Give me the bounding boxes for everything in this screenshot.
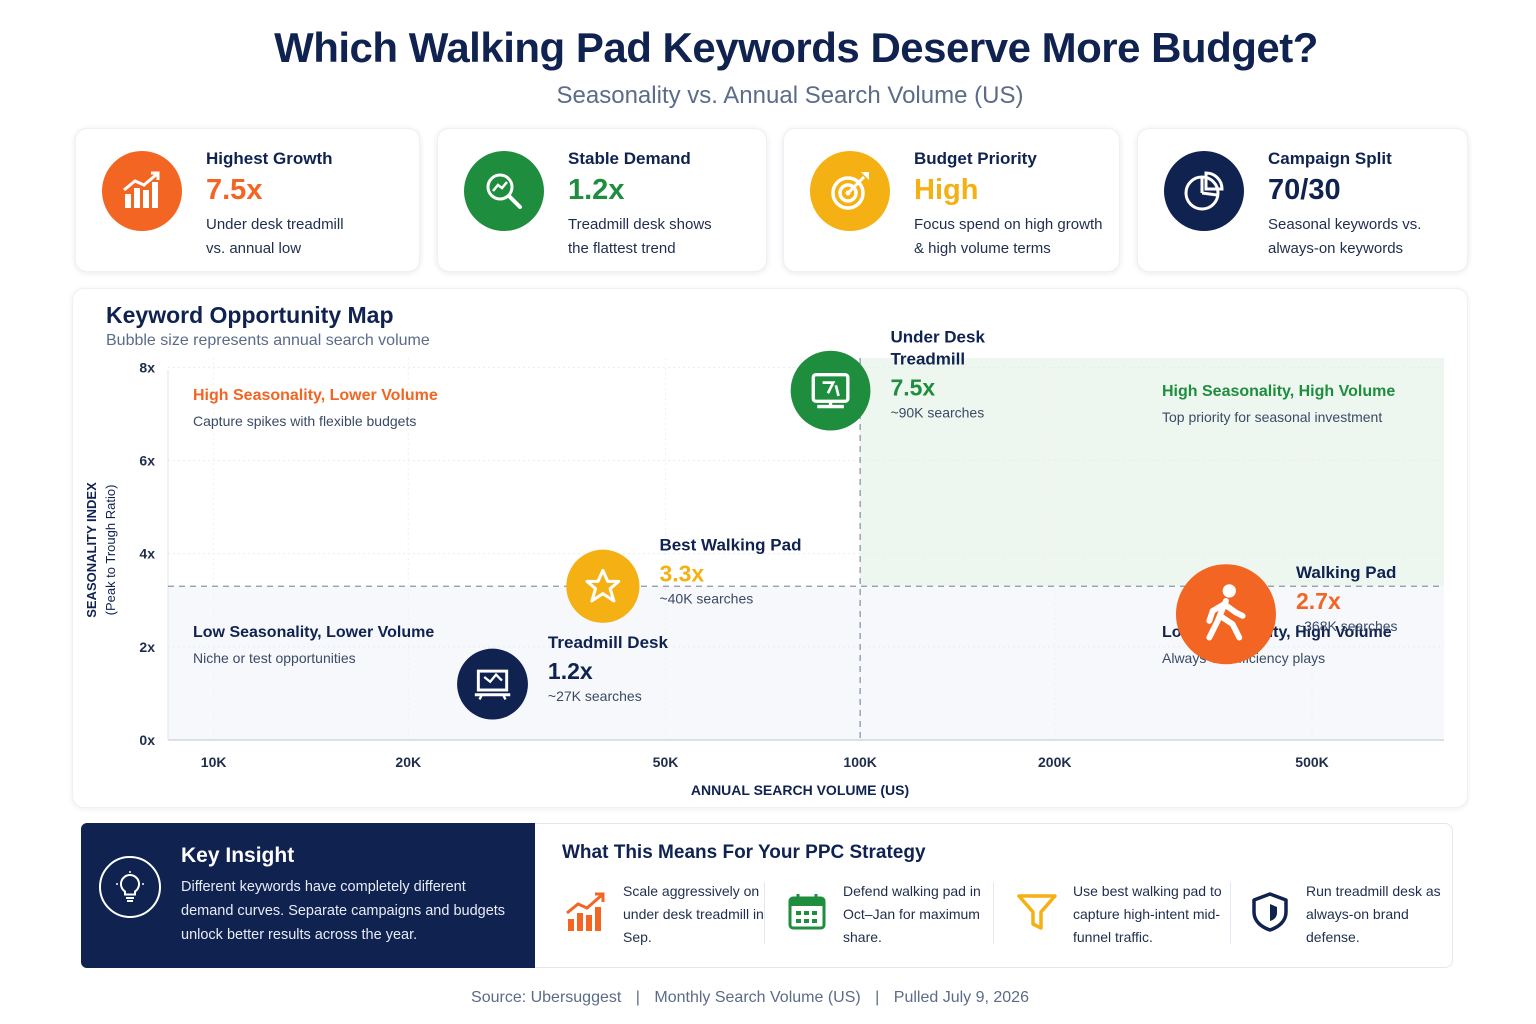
star-icon: [585, 568, 621, 603]
y-axis-sublabel: (Peak to Trough Ratio): [103, 485, 118, 616]
kpi-value: 1.2x: [568, 174, 625, 206]
kpi-label: Highest Growth: [206, 149, 333, 168]
x-tick-label: 500K: [1295, 754, 1328, 770]
y-tick-label: 6x: [139, 452, 155, 468]
point-name: Treadmill Desk: [548, 633, 669, 652]
footer-source-text: Source: Ubersuggest: [471, 989, 622, 1006]
bubble-walking-pad: [1175, 564, 1276, 665]
walking-person-icon: [1206, 584, 1246, 641]
shield-icon: [1246, 888, 1294, 936]
insight-title: Key Insight: [181, 844, 295, 867]
quadrant-title: High Seasonality, High Volume: [1162, 383, 1395, 400]
quadrant-desc: Niche or test opportunities: [193, 650, 356, 666]
footer-source: Source: Ubersuggest | Monthly Search Vol…: [471, 989, 1029, 1006]
x-tick-label: 20K: [395, 754, 421, 770]
quadrant-bg-high-high: [860, 358, 1444, 587]
quadrant-desc: Top priority for seasonal investment: [1162, 409, 1382, 425]
kpi-desc: Focus spend on high growth & high volume …: [914, 216, 1103, 257]
ppc-item-text: Use best walking pad to capture high-int…: [1073, 883, 1222, 945]
footer-pulled-text: Pulled July 9, 2026: [893, 989, 1029, 1006]
kpi-label: Campaign Split: [1268, 149, 1392, 168]
ppc-item-text: Run treadmill desk as always-on brand de…: [1306, 883, 1441, 945]
kpi-label: Budget Priority: [914, 149, 1037, 168]
x-tick-label: 10K: [201, 754, 227, 770]
x-tick-label: 200K: [1038, 754, 1071, 770]
page-subtitle: Seasonality vs. Annual Search Volume (US…: [556, 82, 1024, 109]
lightbulb-icon: [99, 856, 161, 918]
divider: [1230, 882, 1231, 944]
quadrant-desc: Capture spikes with flexible budgets: [193, 413, 416, 429]
point-name: Walking Pad: [1296, 563, 1396, 582]
point-value: 2.7x: [1296, 588, 1341, 614]
kpi-desc: Seasonal keywords vs. always-on keywords: [1268, 216, 1422, 257]
y-tick-label: 0x: [139, 732, 155, 748]
funnel-icon: [1013, 888, 1061, 936]
x-tick-label: 100K: [843, 754, 876, 770]
growth-bars-icon: [563, 888, 611, 936]
magnifier-trend-icon: [464, 151, 544, 231]
ppc-item-text: Defend walking pad in Oct–Jan for maximu…: [843, 883, 981, 945]
quadrant-title: High Seasonality, Lower Volume: [193, 387, 438, 404]
ppc-strategy-panel: What This Means For Your PPC Strategy Sc…: [535, 823, 1453, 968]
point-volume: ~40K searches: [659, 590, 753, 606]
y-axis-label: SEASONALITY INDEX: [84, 482, 99, 618]
kpi-value: 70/30: [1268, 174, 1341, 206]
x-tick-label: 50K: [653, 754, 679, 770]
key-insight-panel: Key Insight Different keywords have comp…: [81, 823, 537, 968]
kpi-card-budget-priority: Budget Priority High Focus spend on high…: [783, 128, 1120, 272]
x-axis-label: ANNUAL SEARCH VOLUME (US): [691, 782, 909, 798]
quadrant-title: Low Seasonality, Lower Volume: [193, 624, 434, 641]
point-name: Best Walking Pad: [659, 535, 801, 554]
point-name: Treadmill: [890, 350, 965, 369]
point-volume: ~27K searches: [548, 688, 642, 704]
kpi-desc: Treadmill desk shows the flattest trend: [568, 216, 712, 257]
kpi-card-stable-demand: Stable Demand 1.2x Treadmill desk shows t…: [437, 128, 767, 272]
footer-metric-text: Monthly Search Volume (US): [654, 989, 861, 1006]
point-name: Under Desk: [890, 328, 985, 347]
divider: [993, 882, 994, 944]
kpi-value: High: [914, 174, 979, 206]
divider: [764, 882, 765, 944]
treadmill-icon: [811, 372, 850, 409]
insight-text: Different keywords have completely diffe…: [181, 879, 506, 943]
map-subtitle: Bubble size represents annual search vol…: [106, 332, 430, 349]
ppc-item-text: Scale aggressively on under desk treadmi…: [623, 883, 764, 945]
pie-chart-icon: [1164, 151, 1244, 231]
kpi-value: 7.5x: [206, 174, 263, 206]
page-title: Which Walking Pad Keywords Deserve More …: [274, 24, 1318, 71]
kpi-card-campaign-split: Campaign Split 70/30 Seasonal keywords v…: [1137, 128, 1468, 272]
y-tick-label: 2x: [139, 639, 155, 655]
point-value: 3.3x: [659, 560, 704, 586]
y-tick-label: 8x: [139, 359, 155, 375]
kpi-card-highest-growth: Highest Growth 7.5x Under desk treadmill…: [75, 128, 420, 272]
kpi-desc: Under desk treadmill vs. annual low: [206, 216, 344, 257]
bar-chart-growth-icon: [102, 151, 182, 231]
y-tick-label: 4x: [139, 546, 155, 562]
kpi-label: Stable Demand: [568, 149, 691, 168]
desk-icon: [474, 669, 511, 700]
point-volume: ~368K searches: [1296, 618, 1398, 634]
ppc-title: What This Means For Your PPC Strategy: [562, 842, 926, 863]
quadrant-bg-low-high: [860, 586, 1444, 740]
bubble-treadmill-desk: [457, 648, 528, 720]
map-title: Keyword Opportunity Map: [106, 302, 394, 328]
point-value: 7.5x: [890, 375, 935, 401]
point-volume: ~90K searches: [890, 405, 984, 421]
point-value: 1.2x: [548, 658, 593, 684]
target-icon: [810, 151, 890, 231]
bubble-best-walking-pad: [566, 549, 640, 623]
calendar-icon: [783, 888, 831, 936]
